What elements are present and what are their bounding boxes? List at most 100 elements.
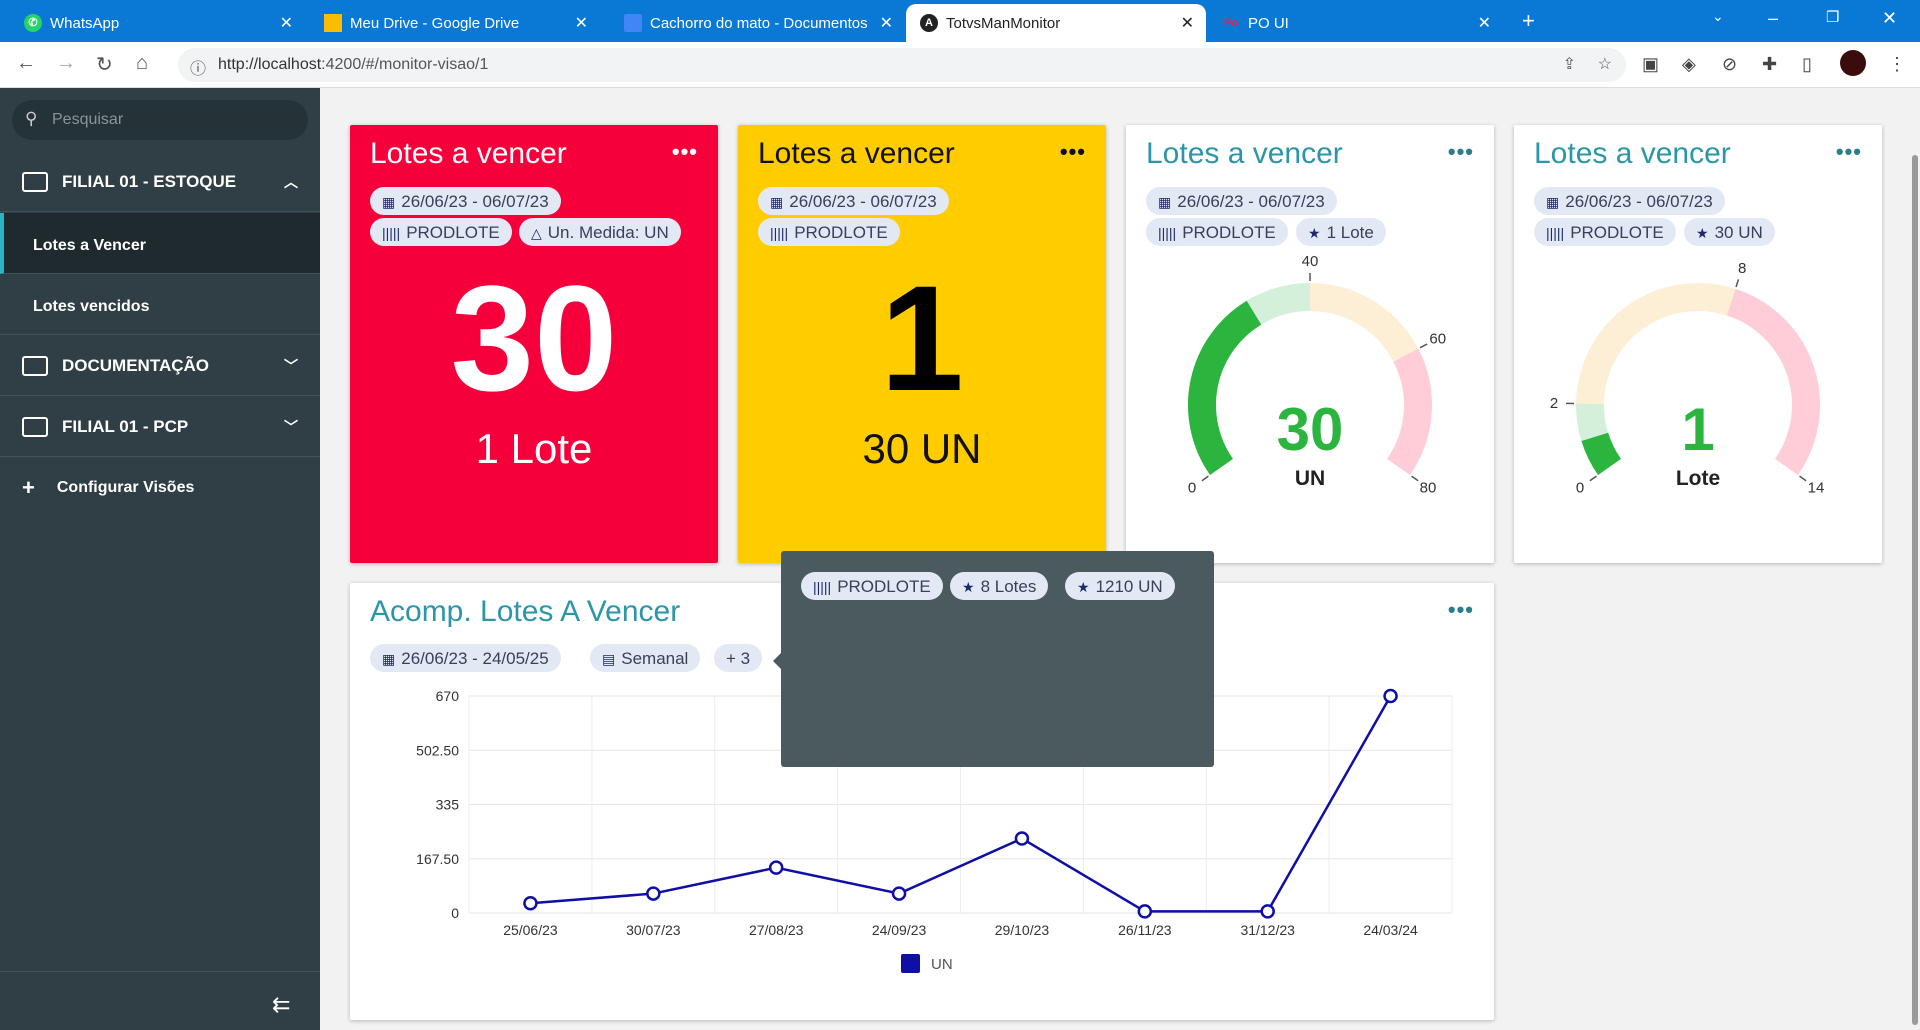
- menu-documentacao[interactable]: DOCUMENTAÇÃO ﹀: [0, 336, 320, 396]
- x-tick-label: 27/08/23: [749, 922, 804, 938]
- legend-label[interactable]: UN: [931, 956, 953, 973]
- more-options-icon[interactable]: •••: [1059, 139, 1086, 164]
- extension-icon[interactable]: ⊘: [1722, 54, 1738, 74]
- gauge-band: [1726, 288, 1820, 475]
- tab-label: Meu Drive - Google Drive: [350, 14, 520, 32]
- close-icon[interactable]: ✕: [279, 15, 293, 32]
- date-chip: ▦ 26/06/23 - 06/07/23: [1534, 187, 1725, 215]
- close-icon[interactable]: ✕: [574, 15, 588, 32]
- filter-chip: ||||| PRODLOTE: [758, 218, 900, 246]
- chip-label: 8 Lotes: [980, 577, 1037, 596]
- sidebar-item-lotes-vencidos[interactable]: Lotes vencidos: [0, 274, 320, 335]
- close-icon[interactable]: ✕: [1477, 15, 1491, 32]
- tab-totvsmanmonitor[interactable]: A TotvsManMonitor ✕: [906, 4, 1206, 42]
- data-point[interactable]: [1137, 904, 1153, 919]
- gauge-tick-label: 80: [1420, 480, 1437, 497]
- address-bar-row: ← → ↻ ⌂ ⓘ http://localhost:4200/#/monitor…: [0, 42, 1920, 88]
- chip-label: 26/06/23 - 06/07/23: [401, 192, 549, 211]
- kpi-value: 1: [880, 254, 964, 422]
- more-options-icon[interactable]: •••: [1447, 597, 1474, 622]
- data-point[interactable]: [891, 886, 907, 901]
- weight-icon: △: [531, 225, 542, 241]
- menu-kebab-icon[interactable]: ⋮: [1888, 54, 1906, 74]
- more-options-icon[interactable]: •••: [1835, 139, 1862, 164]
- data-point[interactable]: [646, 886, 661, 901]
- tab-po-ui[interactable]: Po PO UI ✕: [1208, 4, 1503, 42]
- data-point[interactable]: [768, 860, 784, 875]
- filter-chip: ||||| PRODLOTE: [1146, 218, 1288, 246]
- collapse-menu-icon[interactable]: ⇇: [272, 992, 291, 1017]
- data-point[interactable]: [523, 896, 538, 911]
- gauge-band: [1309, 283, 1419, 362]
- configurar-visoes-button[interactable]: + Configurar Visões: [0, 458, 320, 518]
- gauge-tick-label: 0: [1188, 480, 1196, 497]
- minimize-button[interactable]: –: [1768, 8, 1779, 28]
- chip-label: 1 Lote: [1326, 223, 1374, 242]
- chip-label: 1210 UN: [1095, 577, 1163, 596]
- bookmark-star-icon[interactable]: ☆: [1597, 56, 1612, 73]
- extension-icon[interactable]: ▣: [1642, 54, 1660, 74]
- barcode-icon: |||||: [770, 225, 789, 241]
- extensions-puzzle-icon[interactable]: ✚: [1762, 54, 1778, 74]
- data-point[interactable]: [1014, 831, 1030, 846]
- legend-swatch[interactable]: [901, 954, 920, 973]
- more-filters-chip[interactable]: + 3: [714, 644, 763, 672]
- tooltip-chip: ||||| PRODLOTE: [801, 572, 943, 600]
- kpi-card-red: Lotes a vencer ••• ▦ 26/06/23 - 06/07/23 …: [350, 125, 718, 563]
- data-point[interactable]: [1260, 904, 1275, 919]
- home-icon[interactable]: ⌂: [136, 52, 149, 74]
- x-tick-label: 26/11/23: [1118, 922, 1172, 938]
- menu-filial-estoque[interactable]: FILIAL 01 - ESTOQUE ︿: [0, 152, 320, 212]
- close-icon[interactable]: ✕: [879, 15, 893, 32]
- chip-label: 26/06/23 - 24/05/25: [401, 649, 549, 668]
- menu-filial-pcp[interactable]: FILIAL 01 - PCP ﹀: [0, 397, 320, 457]
- more-options-icon[interactable]: •••: [671, 139, 698, 164]
- page-scrollbar[interactable]: [1912, 155, 1918, 1025]
- tab-whatsapp[interactable]: ✆ WhatsApp ✕: [10, 4, 305, 42]
- url-input[interactable]: ⓘ http://localhost:4200/#/monitor-visao/1…: [178, 48, 1626, 82]
- restore-button[interactable]: ❐: [1826, 9, 1840, 26]
- tab-search-icon[interactable]: ⌄: [1712, 8, 1724, 24]
- x-tick-label: 29/10/23: [995, 922, 1050, 938]
- gauge-card-lote: Lotes a vencer ••• ▦ 26/06/23 - 06/07/23 …: [1514, 125, 1882, 563]
- profile-avatar[interactable]: [1840, 50, 1866, 76]
- x-tick-label: 31/12/23: [1240, 922, 1295, 938]
- info-icon: ⓘ: [190, 61, 207, 78]
- tab-label: WhatsApp: [50, 14, 120, 32]
- back-icon[interactable]: ←: [16, 52, 36, 74]
- forward-icon[interactable]: →: [56, 52, 76, 74]
- chip-label: PRODLOTE: [794, 223, 888, 242]
- more-options-icon[interactable]: •••: [1447, 139, 1474, 164]
- gauge-tick: [1411, 475, 1419, 482]
- kpi-card-yellow: Lotes a vencer ••• ▦ 26/06/23 - 06/07/23 …: [738, 125, 1106, 563]
- x-tick-label: 30/07/23: [626, 922, 681, 938]
- date-chip: ▦ 26/06/23 - 06/07/23: [1146, 187, 1337, 215]
- star-icon: ★: [1696, 225, 1709, 241]
- divider: [0, 971, 320, 972]
- reload-icon[interactable]: ↻: [96, 54, 113, 76]
- data-point[interactable]: [1383, 688, 1398, 704]
- extension-icon[interactable]: ◈: [1682, 54, 1696, 74]
- filters-tooltip: ||||| PRODLOTE ★ 8 Lotes ★ 1210 UN: [773, 551, 1214, 767]
- new-tab-button[interactable]: +: [1522, 8, 1535, 33]
- card-title: Lotes a vencer: [1146, 137, 1343, 170]
- share-icon[interactable]: ⇪: [1562, 56, 1576, 73]
- filter-chip: △ Un. Medida: UN: [519, 218, 681, 246]
- search-input[interactable]: ⚲ Pesquisar: [12, 100, 308, 140]
- gauge-value: 1: [1681, 396, 1715, 463]
- gauge-tick-label: 0: [1576, 480, 1584, 497]
- close-icon[interactable]: ✕: [1180, 15, 1194, 32]
- date-chip: ▦ 26/06/23 - 06/07/23: [370, 187, 561, 215]
- tab-drive[interactable]: Meu Drive - Google Drive ✕: [310, 4, 600, 42]
- period-chip: ▤ Semanal: [590, 644, 701, 672]
- barcode-icon: |||||: [382, 225, 401, 241]
- barcode-icon: |||||: [813, 579, 832, 595]
- calendar-icon: ▦: [770, 194, 784, 210]
- date-chip: ▦ 26/06/23 - 06/07/23: [758, 187, 949, 215]
- sidebar-item-lotes-a-vencer[interactable]: Lotes a Vencer: [0, 213, 320, 274]
- gauge-value: 30: [1276, 396, 1344, 463]
- tab-docs[interactable]: Cachorro do mato - Documentos ✕: [610, 4, 905, 42]
- card-title: Lotes a vencer: [758, 137, 955, 170]
- close-window-button[interactable]: ✕: [1882, 8, 1898, 28]
- side-panel-icon[interactable]: ▯: [1802, 54, 1812, 74]
